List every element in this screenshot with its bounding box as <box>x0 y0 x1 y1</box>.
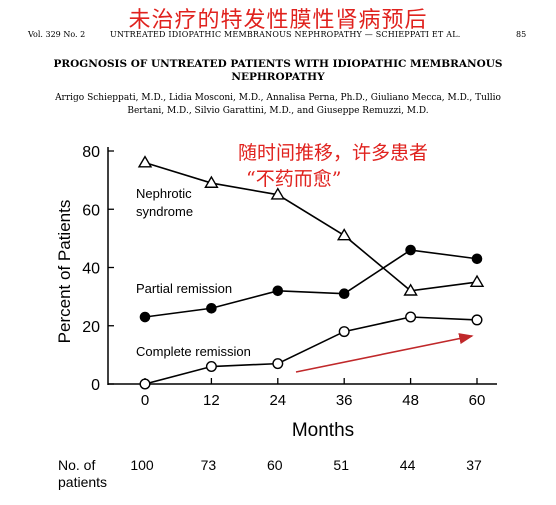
y-tick-label: 0 <box>91 377 100 394</box>
patients-count: 73 <box>201 457 217 473</box>
patients-row-label-line2: patients <box>58 474 107 490</box>
triangle-point <box>137 155 153 168</box>
annotation-note: 随时间推移，许多患者 “不药而愈” <box>238 140 428 192</box>
x-tick-label: 24 <box>269 392 286 409</box>
triangle-point <box>336 228 352 241</box>
filled-circle-point <box>405 244 416 256</box>
author-list: Arrigo Schieppati, M.D., Lidia Mosconi, … <box>55 93 501 116</box>
triangle-point <box>469 274 485 287</box>
y-tick-label: 80 <box>82 144 100 161</box>
chinese-title: 未治疗的特发性膜性肾病预后 <box>128 8 428 33</box>
chart-markers <box>137 155 485 390</box>
filled-circle-point <box>206 302 217 314</box>
y-tick-label: 60 <box>82 202 100 219</box>
x-tick-label: 12 <box>203 392 220 409</box>
open-circle-point <box>405 311 417 323</box>
patients-row-values: 100 73 60 51 44 37 <box>130 457 482 473</box>
series-line-0 <box>144 161 478 292</box>
y-tick-label: 20 <box>82 319 100 336</box>
label-nephrotic-line1: Nephrotic <box>136 186 192 201</box>
journal-volume: Vol. 329 No. 2 <box>28 30 86 39</box>
filled-circle-point <box>272 285 284 297</box>
series-labels: Nephrotic syndrome Partial remission Comple… <box>136 186 251 359</box>
chart-series-lines <box>144 161 478 385</box>
filled-circle-point <box>139 311 151 323</box>
article-title: PROGNOSIS OF UNTREATED PATIENTS WITH IDI… <box>53 58 503 83</box>
running-title: UNTREATED IDIOPATHIC MEMBRANOUS NEPHROPA… <box>110 30 461 39</box>
open-circle-point <box>139 378 151 390</box>
open-circle-point <box>338 326 350 338</box>
patients-count: 51 <box>333 457 349 473</box>
filled-circle-point <box>471 253 483 265</box>
annotation-line-1: 随时间推移，许多患者 <box>238 142 429 164</box>
label-partial-remission: Partial remission <box>136 281 232 296</box>
trend-arrow <box>295 333 474 373</box>
filled-circle-point <box>338 288 350 300</box>
label-complete-remission: Complete remission <box>136 344 251 359</box>
triangle-point <box>204 175 219 188</box>
x-tick-label: 36 <box>336 392 353 409</box>
open-circle-point <box>272 358 284 370</box>
page-number: 85 <box>516 30 527 39</box>
patients-count: 100 <box>130 457 154 473</box>
open-circle-point <box>471 314 483 326</box>
y-tick-label: 40 <box>82 261 100 278</box>
series-line-1 <box>144 249 478 318</box>
triangle-point <box>403 283 418 296</box>
x-tick-label: 60 <box>469 392 486 409</box>
y-axis-label: Percent of Patients <box>55 200 74 344</box>
label-nephrotic-line2: syndrome <box>136 204 193 219</box>
open-circle-point <box>205 361 217 373</box>
x-tick-label: 0 <box>141 392 149 409</box>
patients-count: 60 <box>267 457 283 473</box>
annotation-line-2: “不药而愈” <box>246 168 342 190</box>
patients-count: 44 <box>400 457 416 473</box>
x-tick-label: 48 <box>402 392 419 409</box>
triangle-point <box>270 187 286 200</box>
x-axis-label: Months <box>292 420 354 441</box>
patients-count: 37 <box>466 457 482 473</box>
series-line-2 <box>144 316 478 385</box>
patients-row-label-line1: No. of <box>58 457 95 473</box>
